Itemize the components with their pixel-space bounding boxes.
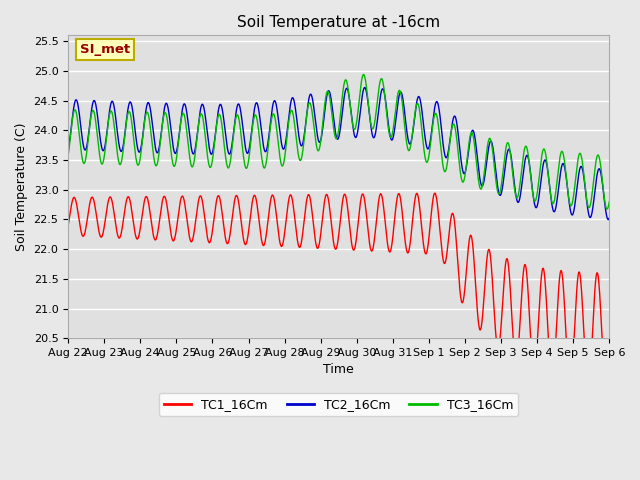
TC1_16Cm: [605, 359, 613, 365]
TC3_16Cm: [554, 169, 562, 175]
Text: SI_met: SI_met: [80, 43, 130, 56]
TC3_16Cm: [360, 72, 367, 77]
Line: TC2_16Cm: TC2_16Cm: [68, 87, 609, 220]
TC1_16Cm: [554, 296, 562, 302]
TC2_16Cm: [361, 84, 369, 90]
TC1_16Cm: [602, 386, 610, 392]
TC2_16Cm: [392, 120, 399, 126]
TC3_16Cm: [64, 153, 72, 158]
TC3_16Cm: [605, 200, 613, 205]
TC1_16Cm: [605, 357, 613, 362]
TC2_16Cm: [64, 145, 72, 151]
TC1_16Cm: [216, 194, 223, 200]
TC2_16Cm: [605, 215, 613, 221]
TC3_16Cm: [180, 112, 188, 118]
Legend: TC1_16Cm, TC2_16Cm, TC3_16Cm: TC1_16Cm, TC2_16Cm, TC3_16Cm: [159, 393, 518, 416]
TC2_16Cm: [180, 101, 188, 107]
TC3_16Cm: [603, 206, 611, 212]
TC2_16Cm: [554, 190, 562, 196]
TC1_16Cm: [392, 209, 399, 215]
Line: TC1_16Cm: TC1_16Cm: [68, 193, 609, 389]
TC1_16Cm: [180, 197, 188, 203]
TC2_16Cm: [401, 112, 409, 118]
TC3_16Cm: [605, 199, 613, 204]
TC3_16Cm: [401, 126, 409, 132]
Title: Soil Temperature at -16cm: Soil Temperature at -16cm: [237, 15, 440, 30]
TC1_16Cm: [401, 235, 408, 241]
X-axis label: Time: Time: [323, 363, 354, 376]
Line: TC3_16Cm: TC3_16Cm: [68, 74, 609, 209]
TC3_16Cm: [392, 108, 399, 114]
TC1_16Cm: [64, 223, 72, 228]
Y-axis label: Soil Temperature (C): Soil Temperature (C): [15, 122, 28, 251]
TC2_16Cm: [604, 217, 612, 223]
TC1_16Cm: [431, 190, 438, 196]
TC2_16Cm: [605, 216, 613, 221]
TC3_16Cm: [216, 111, 223, 117]
TC2_16Cm: [216, 104, 223, 109]
